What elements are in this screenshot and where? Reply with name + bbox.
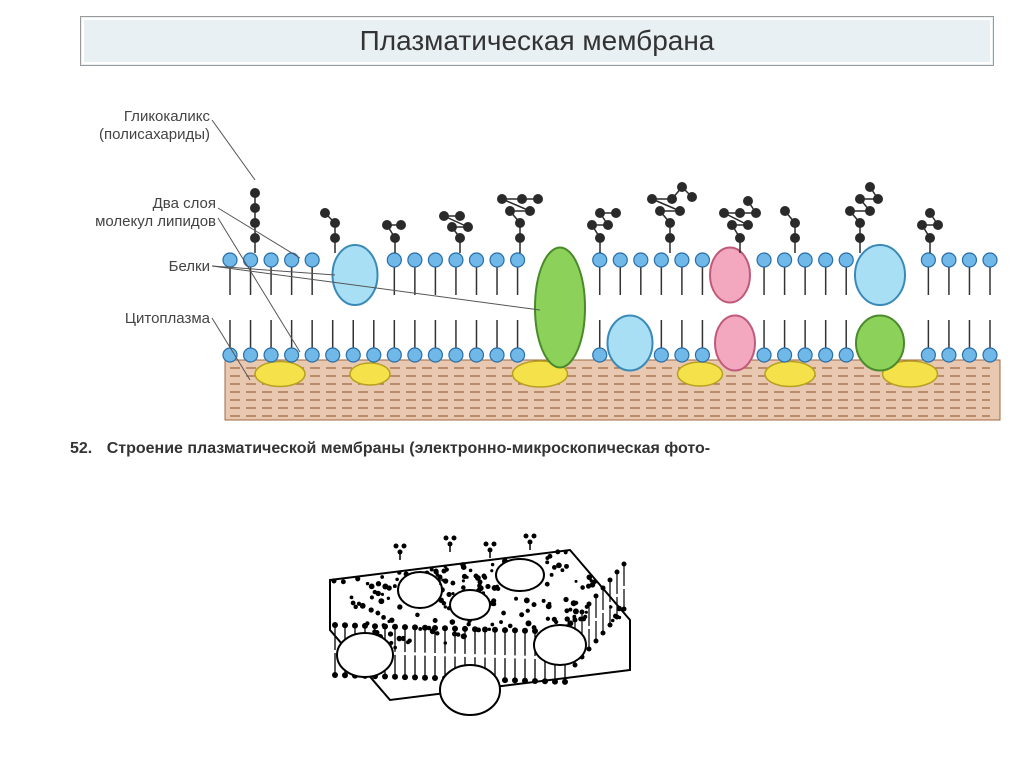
title-bar: Плазматическая мембрана (80, 16, 994, 66)
caption-text: Строение плазматической мембраны (электр… (107, 440, 710, 457)
page-title: Плазматическая мембрана (360, 25, 715, 57)
membrane-diagram (0, 80, 1024, 440)
figure-caption: 52. Строение плазматической мембраны (эл… (70, 440, 994, 458)
membrane-3d-sketch (270, 490, 670, 730)
caption-number: 52. (70, 440, 92, 457)
